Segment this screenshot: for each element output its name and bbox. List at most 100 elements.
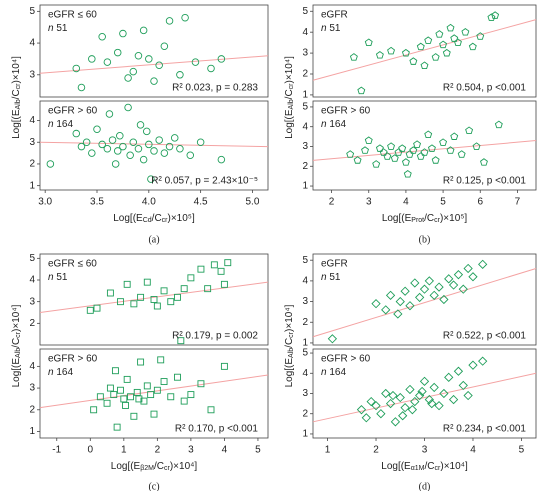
point	[46, 160, 55, 168]
point	[401, 158, 410, 166]
point	[77, 142, 86, 151]
point	[88, 55, 96, 63]
point	[150, 77, 158, 85]
point	[487, 13, 496, 21]
y-tick-label: 2	[302, 69, 308, 80]
point	[450, 132, 459, 140]
point	[98, 32, 106, 41]
x-tick-label: 5	[519, 445, 525, 456]
point	[468, 272, 478, 282]
point	[375, 51, 384, 59]
y-tick-label: 5	[302, 102, 308, 113]
point	[150, 296, 158, 303]
point	[106, 289, 114, 297]
plot-frame	[312, 253, 537, 346]
x-tick-label: 2	[373, 445, 379, 456]
n-value: 164	[329, 119, 346, 130]
point	[130, 300, 138, 308]
y-tick-label: 1	[302, 181, 308, 192]
point	[420, 148, 429, 156]
y-tick-label: 3	[302, 296, 308, 307]
y-tick-label: 4	[302, 276, 308, 287]
y-tick-label: 3	[29, 383, 35, 394]
x-axis-label-part: /C	[425, 461, 435, 472]
point	[431, 53, 440, 61]
point	[116, 131, 124, 140]
point	[123, 280, 131, 288]
point	[353, 156, 362, 164]
n-value: 51	[329, 272, 341, 283]
point	[207, 406, 215, 414]
point	[478, 356, 488, 366]
point	[444, 372, 454, 382]
point	[439, 40, 448, 49]
point	[134, 145, 143, 153]
point	[419, 284, 430, 294]
point	[119, 29, 127, 38]
group-label: eGFR > 60	[48, 354, 98, 365]
y-tick-label: 4	[29, 115, 35, 126]
point	[400, 403, 410, 413]
point	[150, 147, 158, 155]
point	[420, 61, 429, 70]
point	[468, 42, 477, 51]
point	[442, 48, 451, 57]
x-axis-label-part: Log[(E	[382, 213, 412, 224]
x-axis-label-part: )×10⁵]	[440, 213, 467, 224]
x-tick-label: 5	[255, 445, 261, 456]
y-axis-label-part: /C	[11, 89, 22, 99]
x-axis-label: Log[(Eβ2M/Ccr)×10⁴]	[111, 461, 198, 472]
point	[407, 405, 418, 415]
point	[82, 138, 91, 146]
point	[439, 294, 449, 305]
point	[196, 138, 205, 146]
fit-line	[312, 372, 537, 423]
y-tick-label: 1	[302, 429, 308, 440]
point	[220, 280, 228, 288]
y-tick-label: 2	[302, 161, 308, 172]
x-tick-label: 7	[515, 197, 521, 208]
point	[204, 285, 212, 293]
point	[113, 48, 122, 57]
point	[366, 396, 376, 407]
point	[413, 140, 422, 148]
fit-line	[312, 140, 537, 161]
stat-label: R² 0.057, p = 2.43×10⁻⁵	[151, 176, 258, 187]
point	[155, 61, 163, 70]
x-tick-label: 4	[470, 445, 476, 456]
plot-frame	[39, 4, 269, 98]
point	[458, 284, 468, 294]
n-label: n 51	[321, 272, 341, 283]
y-axis-label-part: Alb	[15, 348, 22, 358]
point	[153, 386, 161, 394]
group-label: eGFR > 60	[321, 106, 371, 117]
point	[410, 278, 420, 288]
point	[113, 147, 122, 155]
y-tick-label: 3	[302, 141, 308, 152]
x-tick-label: 3	[422, 445, 428, 456]
x-axis-label-part: Prot	[411, 217, 424, 224]
stat-label: R² 0.125, p <0.001	[443, 176, 527, 187]
point	[468, 360, 478, 370]
point	[448, 394, 459, 405]
stat-label: R² 0.170, p <0.001	[175, 424, 259, 435]
y-axis-label-part: /C	[11, 338, 22, 348]
n-symbol: n	[48, 119, 54, 130]
point	[143, 382, 151, 390]
point	[416, 42, 425, 51]
point	[165, 17, 174, 25]
point	[434, 282, 444, 292]
y-axis-label: Log[(EAlb/Ccr)×10⁴]	[284, 56, 295, 139]
y-axis-label-part: Alb	[288, 99, 295, 109]
n-label: n 164	[48, 119, 73, 130]
y-axis-label-part: /C	[284, 338, 295, 348]
plot-frame	[39, 253, 269, 346]
point	[160, 149, 169, 157]
y-tick-label: 4	[302, 368, 308, 379]
point	[364, 136, 373, 144]
point	[142, 127, 151, 136]
point	[409, 57, 418, 65]
point	[106, 384, 114, 392]
point	[415, 390, 425, 401]
point	[197, 265, 205, 273]
